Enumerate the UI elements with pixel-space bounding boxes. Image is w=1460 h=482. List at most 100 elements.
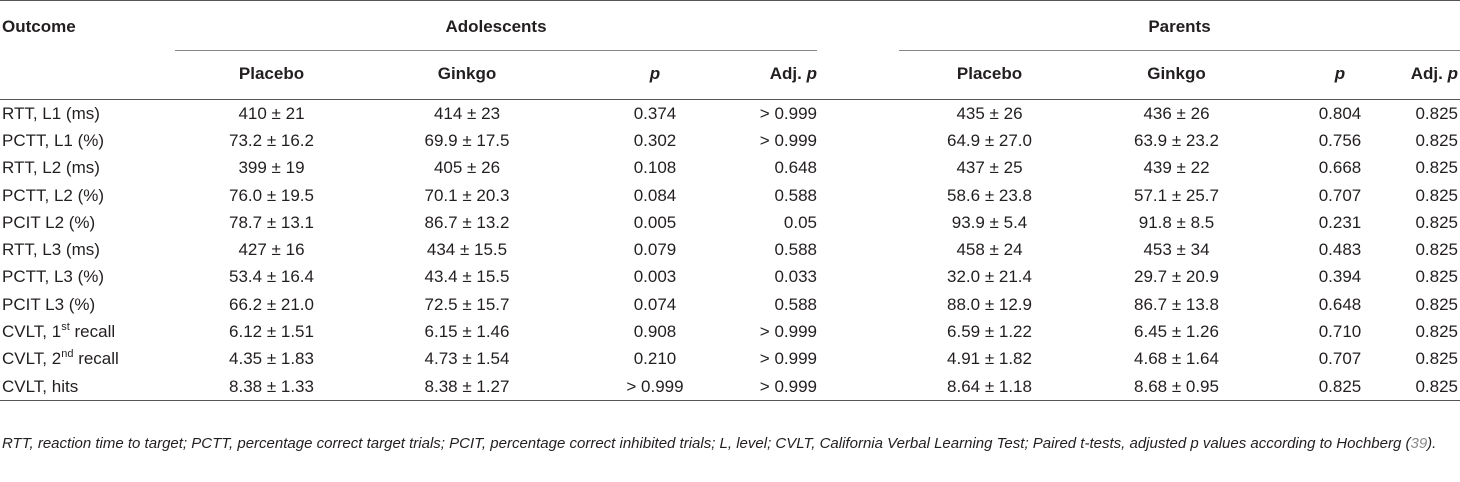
cell-adolescents-adj-p: 0.588: [774, 240, 817, 260]
cell-adolescents-placebo: 73.2 ± 16.2: [229, 130, 314, 150]
cell-parents-adj-p: 0.825: [1415, 294, 1458, 314]
cell-parents-ginkgo: 4.68 ± 1.64: [1134, 349, 1219, 369]
cell-parents-p: 0.710: [1318, 322, 1362, 342]
cell-adolescents-placebo: 399 ± 19: [238, 158, 305, 178]
col-header-parents-p: p: [1334, 64, 1346, 83]
cell-parents-placebo: 4.91 ± 1.82: [947, 349, 1032, 369]
cell-parents-ginkgo: 91.8 ± 8.5: [1138, 212, 1215, 232]
col-header-adolescents-p: p: [649, 64, 661, 83]
row-label: CVLT, 1st recall: [2, 321, 116, 342]
cell-adolescents-ginkgo: 8.38 ± 1.27: [424, 376, 510, 396]
cell-adolescents-adj-p: 0.588: [774, 185, 817, 205]
cell-parents-placebo: 64.9 ± 27.0: [947, 130, 1032, 150]
cell-parents-p: 0.804: [1318, 103, 1362, 123]
col-header-adolescents-placebo: Placebo: [238, 64, 305, 83]
cell-adolescents-p: > 0.999: [626, 376, 684, 396]
table-row: PCIT L2 (%) 78.7 ± 13.1 86.7 ± 13.2 0.005 0.…: [0, 209, 1460, 236]
column-header-row: Placebo Ginkgo p Adj. p Placebo Ginkgo p…: [0, 49, 1460, 100]
cell-parents-ginkgo: 439 ± 22: [1143, 158, 1210, 178]
table-footnote: RTT, reaction time to target; PCTT, perc…: [2, 435, 1437, 452]
cell-adolescents-adj-p: 0.648: [774, 158, 817, 178]
cell-adolescents-adj-p: > 0.999: [759, 130, 817, 150]
cell-parents-p: 0.668: [1318, 158, 1362, 178]
table-body: RTT, L1 (ms) 410 ± 21 414 ± 23 0.374 > 0.999…: [0, 100, 1460, 401]
cell-adolescents-ginkgo: 434 ± 15.5: [426, 240, 508, 260]
cell-adolescents-p: 0.003: [633, 267, 677, 287]
table-row: PCTT, L1 (%) 73.2 ± 16.2 69.9 ± 17.5 0.302 >…: [0, 127, 1460, 154]
table-row: RTT, L2 (ms) 399 ± 19 405 ± 26 0.108 0.648 43…: [0, 155, 1460, 182]
cell-adolescents-p: 0.108: [633, 158, 677, 178]
cell-parents-adj-p: 0.825: [1415, 240, 1458, 260]
cell-parents-placebo: 6.59 ± 1.22: [947, 322, 1032, 342]
cell-parents-ginkgo: 57.1 ± 25.7: [1134, 185, 1219, 205]
row-label: PCTT, L3 (%): [2, 267, 105, 287]
cell-adolescents-p: 0.302: [633, 130, 677, 150]
adolescents-group-rule: [175, 50, 817, 51]
cell-adolescents-p: 0.074: [633, 294, 677, 314]
cell-parents-p: 0.707: [1318, 349, 1362, 369]
cell-adolescents-ginkgo: 43.4 ± 15.5: [424, 267, 510, 287]
row-label: PCIT L3 (%): [2, 294, 96, 314]
cell-parents-adj-p: 0.825: [1415, 130, 1458, 150]
row-label: PCIT L2 (%): [2, 212, 96, 232]
cell-adolescents-p: 0.079: [633, 240, 677, 260]
col-header-parents-adj-p: Adj. p: [1410, 64, 1458, 83]
col-header-adolescents-ginkgo: Ginkgo: [437, 64, 497, 83]
table-row: PCTT, L2 (%) 76.0 ± 19.5 70.1 ± 20.3 0.084 0…: [0, 182, 1460, 209]
cell-adolescents-p: 0.210: [633, 349, 677, 369]
cell-parents-ginkgo: 8.68 ± 0.95: [1134, 376, 1219, 396]
cell-adolescents-placebo: 427 ± 16: [238, 240, 305, 260]
cell-adolescents-ginkgo: 69.9 ± 17.5: [424, 130, 510, 150]
cell-adolescents-placebo: 6.12 ± 1.51: [229, 322, 314, 342]
cell-parents-p: 0.231: [1318, 212, 1362, 232]
table-row: RTT, L3 (ms) 427 ± 16 434 ± 15.5 0.079 0.588…: [0, 236, 1460, 263]
cell-adolescents-placebo: 4.35 ± 1.83: [229, 349, 314, 369]
cell-parents-placebo: 88.0 ± 12.9: [947, 294, 1032, 314]
cell-adolescents-adj-p: 0.588: [774, 294, 817, 314]
cell-adolescents-ginkgo: 405 ± 26: [433, 158, 501, 178]
group-header-parents: Parents: [1148, 17, 1211, 36]
cell-adolescents-p: 0.908: [633, 322, 677, 342]
cell-adolescents-placebo: 66.2 ± 21.0: [229, 294, 314, 314]
outcome-header: Outcome: [2, 17, 76, 36]
cell-parents-adj-p: 0.825: [1415, 185, 1458, 205]
table-row: PCIT L3 (%) 66.2 ± 21.0 72.5 ± 15.7 0.074 0.…: [0, 291, 1460, 318]
results-table: Outcome Adolescents Parents Placebo Gink…: [0, 0, 1460, 402]
cell-parents-placebo: 58.6 ± 23.8: [947, 185, 1032, 205]
row-label: PCTT, L1 (%): [2, 130, 105, 150]
cell-parents-p: 0.648: [1318, 294, 1362, 314]
cell-parents-placebo: 93.9 ± 5.4: [951, 212, 1028, 232]
cell-parents-p: 0.707: [1318, 185, 1362, 205]
row-label: CVLT, hits: [2, 376, 79, 396]
cell-parents-ginkgo: 453 ± 34: [1143, 240, 1210, 260]
table-row: CVLT, hits 8.38 ± 1.33 8.38 ± 1.27 > 0.999 >…: [0, 373, 1460, 401]
cell-adolescents-ginkgo: 72.5 ± 15.7: [424, 294, 510, 314]
parents-group-rule: [899, 50, 1460, 51]
table-row: CVLT, 2nd recall 4.35 ± 1.83 4.73 ± 1.54 0.…: [0, 346, 1460, 373]
cell-adolescents-adj-p: > 0.999: [759, 103, 817, 123]
group-header-row: Outcome Adolescents Parents: [0, 1, 1460, 49]
cell-adolescents-placebo: 410 ± 21: [238, 103, 305, 123]
cell-parents-adj-p: 0.825: [1415, 349, 1458, 369]
table-row: CVLT, 1st recall 6.12 ± 1.51 6.15 ± 1.46 0.…: [0, 318, 1460, 345]
cell-adolescents-placebo: 76.0 ± 19.5: [229, 185, 314, 205]
cell-parents-placebo: 32.0 ± 21.4: [947, 267, 1032, 287]
cell-adolescents-adj-p: 0.05: [783, 212, 817, 232]
row-label: RTT, L1 (ms): [2, 103, 100, 123]
row-label: RTT, L3 (ms): [2, 240, 100, 260]
cell-adolescents-placebo: 8.38 ± 1.33: [229, 376, 314, 396]
cell-parents-p: 0.394: [1318, 267, 1362, 287]
cell-parents-ginkgo: 86.7 ± 13.8: [1134, 294, 1219, 314]
reference-link[interactable]: 39: [1410, 435, 1428, 452]
table-row: RTT, L1 (ms) 410 ± 21 414 ± 23 0.374 > 0.999…: [0, 100, 1460, 127]
cell-parents-p: 0.825: [1318, 376, 1362, 396]
cell-parents-adj-p: 0.825: [1415, 212, 1458, 232]
group-header-adolescents: Adolescents: [445, 17, 547, 36]
cell-adolescents-p: 0.005: [633, 212, 677, 232]
col-header-adolescents-adj-p: Adj. p: [769, 64, 817, 83]
row-label: RTT, L2 (ms): [2, 158, 100, 178]
cell-adolescents-ginkgo: 6.15 ± 1.46: [424, 322, 510, 342]
cell-adolescents-adj-p: > 0.999: [759, 376, 817, 396]
cell-adolescents-p: 0.084: [633, 185, 677, 205]
